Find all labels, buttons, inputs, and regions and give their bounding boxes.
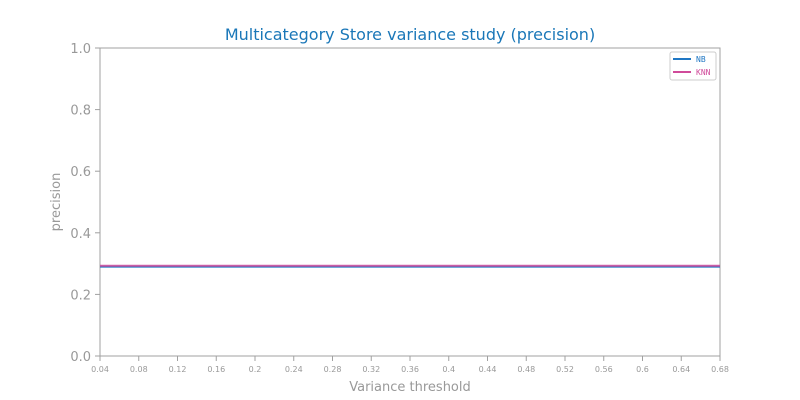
y-tick-label: 0.4 <box>70 227 91 242</box>
x-axis-label: Variance threshold <box>349 380 471 395</box>
x-tick-label: 0.52 <box>556 365 574 374</box>
x-tick-label: 0.24 <box>285 365 303 374</box>
x-tick-label: 0.68 <box>711 365 729 374</box>
chart-title: Multicategory Store variance study (prec… <box>225 25 595 44</box>
x-tick-label: 0.12 <box>169 365 187 374</box>
x-tick-label: 0.56 <box>595 365 613 374</box>
series-lines <box>100 264 720 268</box>
x-tick-label: 0.28 <box>324 365 342 374</box>
y-tick-label: 0.8 <box>70 104 91 119</box>
x-tick-label: 0.48 <box>517 365 535 374</box>
x-tick-label: 0.4 <box>442 365 455 374</box>
y-axis-label: precision <box>49 173 64 232</box>
plot-frame <box>99 47 721 357</box>
x-tick-label: 0.08 <box>130 365 148 374</box>
y-tick-label: 0.2 <box>70 288 91 303</box>
legend: NB KNN <box>669 51 717 81</box>
legend-label-nb: NB <box>696 55 706 64</box>
y-axis: 0.0 0.2 0.4 0.6 0.8 1.0 <box>70 42 100 365</box>
x-tick-label: 0.32 <box>362 365 380 374</box>
x-tick-label: 0.04 <box>91 365 109 374</box>
y-tick-label: 0.6 <box>70 165 91 180</box>
x-tick-label: 0.64 <box>672 365 690 374</box>
x-tick-label: 0.16 <box>207 365 225 374</box>
x-tick-label: 0.36 <box>401 365 419 374</box>
x-tick-label: 0.44 <box>479 365 497 374</box>
legend-label-knn: KNN <box>696 68 711 77</box>
x-tick-label: 0.2 <box>249 365 262 374</box>
x-tick-label: 0.6 <box>636 365 649 374</box>
x-axis: 0.04 0.08 0.12 0.16 0.2 0.24 0.28 0.32 0.36 0.4 0.… <box>91 356 729 374</box>
y-tick-label: 1.0 <box>70 42 91 57</box>
y-tick-label: 0.0 <box>70 350 91 365</box>
